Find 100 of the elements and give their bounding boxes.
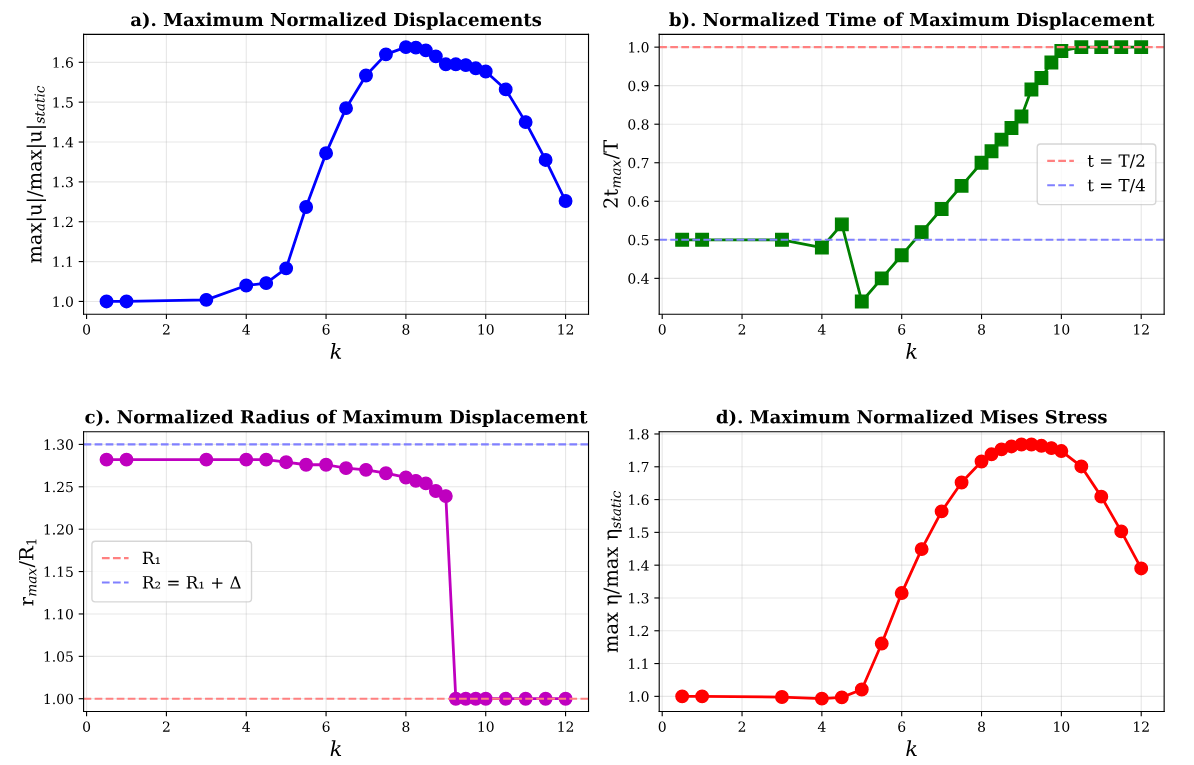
legend-label: R₂ = R₁ + Δ: [142, 576, 241, 589]
x-tick-label: 6: [322, 721, 330, 732]
point: [775, 690, 789, 704]
y-axis-title: max η/max η$_{static}$: [603, 490, 622, 653]
x-tick-label: 0: [658, 721, 666, 732]
point: [814, 691, 829, 706]
point: [1074, 40, 1089, 55]
point: [1004, 121, 1019, 136]
point: [99, 452, 114, 467]
y-tick-label: 1.5: [629, 527, 649, 538]
x-tick-label: 10: [1054, 324, 1070, 335]
y-tick-label: 0.5: [628, 234, 649, 246]
point: [1054, 444, 1069, 458]
x-tick-label: 2: [738, 721, 746, 732]
point: [974, 155, 989, 170]
y-tick-label: 1.4: [53, 136, 74, 148]
chart-title: b). Normalized Time of Maximum Displacement: [669, 12, 1155, 30]
y-tick-label: 0.4: [628, 273, 649, 284]
y-tick-label: 1.25: [44, 481, 73, 493]
x-tick-label: 8: [978, 324, 986, 335]
point: [239, 278, 254, 293]
x-tick-label: 12: [558, 721, 574, 732]
x-axis-title: k: [906, 740, 917, 756]
point: [984, 144, 999, 159]
y-tick-label: 1.00: [44, 693, 73, 705]
y-tick-label: 0.9: [628, 80, 649, 92]
x-tick-label: 4: [242, 324, 250, 335]
point: [954, 178, 969, 193]
x-tick-label: 6: [322, 324, 330, 335]
y-tick-label: 1.6: [53, 57, 73, 68]
x-axis-title: k: [906, 342, 917, 359]
point: [498, 82, 513, 97]
legend-label: R₁: [142, 551, 160, 564]
point: [854, 294, 869, 309]
y-tick-label: 1.6: [629, 494, 649, 506]
point: [834, 217, 849, 232]
chart-title: c). Normalized Radius of Maximum Displacement: [85, 409, 588, 428]
point: [775, 232, 789, 247]
y-tick-label: 1.1: [629, 658, 648, 670]
y-tick-label: 1.3: [629, 592, 649, 604]
x-tick-label: 2: [162, 324, 170, 335]
point: [874, 271, 889, 286]
x-tick-label: 10: [478, 721, 494, 732]
point: [319, 457, 334, 472]
x-tick-label: 10: [478, 324, 494, 335]
x-tick-label: 0: [83, 324, 91, 335]
point: [359, 462, 373, 477]
point: [378, 466, 393, 481]
point: [854, 682, 869, 697]
x-tick-label: 12: [1134, 324, 1149, 335]
point: [359, 68, 373, 83]
point: [974, 454, 989, 469]
y-tick-label: 0.8: [628, 119, 649, 130]
point: [299, 457, 314, 472]
point: [1114, 524, 1129, 539]
y-tick-label: 1.2: [629, 625, 649, 637]
x-tick-label: 4: [817, 324, 826, 335]
point: [428, 49, 443, 64]
point: [814, 240, 829, 255]
x-tick-label: 12: [1134, 721, 1149, 732]
point: [675, 689, 690, 704]
point: [199, 292, 214, 307]
y-tick-label: 1.5: [53, 97, 73, 108]
x-tick-label: 6: [898, 721, 906, 732]
point: [99, 294, 114, 309]
point: [914, 225, 929, 240]
point: [1094, 489, 1109, 504]
point: [119, 294, 134, 309]
point: [1134, 561, 1149, 576]
x-axis-title: k: [330, 740, 342, 756]
x-tick-label: 10: [1054, 721, 1070, 732]
y-tick-label: 1.10: [44, 608, 73, 620]
point: [934, 202, 949, 216]
point: [1034, 71, 1049, 85]
point: [1024, 82, 1039, 97]
x-tick-label: 4: [817, 721, 826, 732]
x-tick-label: 2: [162, 721, 170, 732]
point: [1054, 44, 1069, 58]
point: [428, 484, 443, 498]
point: [834, 690, 849, 705]
point: [339, 461, 353, 476]
point: [934, 504, 949, 519]
y-tick-label: 1.0: [629, 691, 649, 702]
y-tick-label: 1.3: [53, 176, 73, 188]
y-tick-label: 0.6: [628, 196, 649, 207]
x-axis-title: k: [330, 342, 342, 359]
point: [299, 200, 314, 214]
point: [199, 452, 214, 467]
point: [119, 452, 134, 467]
point: [518, 115, 533, 130]
chart-title: a). Maximum Normalized Displacements: [131, 12, 542, 30]
point: [914, 542, 929, 557]
y-tick-label: 1.7: [629, 461, 649, 473]
point: [259, 452, 274, 467]
x-tick-label: 0: [83, 721, 91, 732]
point: [239, 452, 254, 467]
point: [279, 261, 294, 276]
point: [954, 475, 969, 490]
y-tick-label: 1.15: [44, 566, 73, 578]
x-tick-label: 8: [402, 721, 410, 732]
